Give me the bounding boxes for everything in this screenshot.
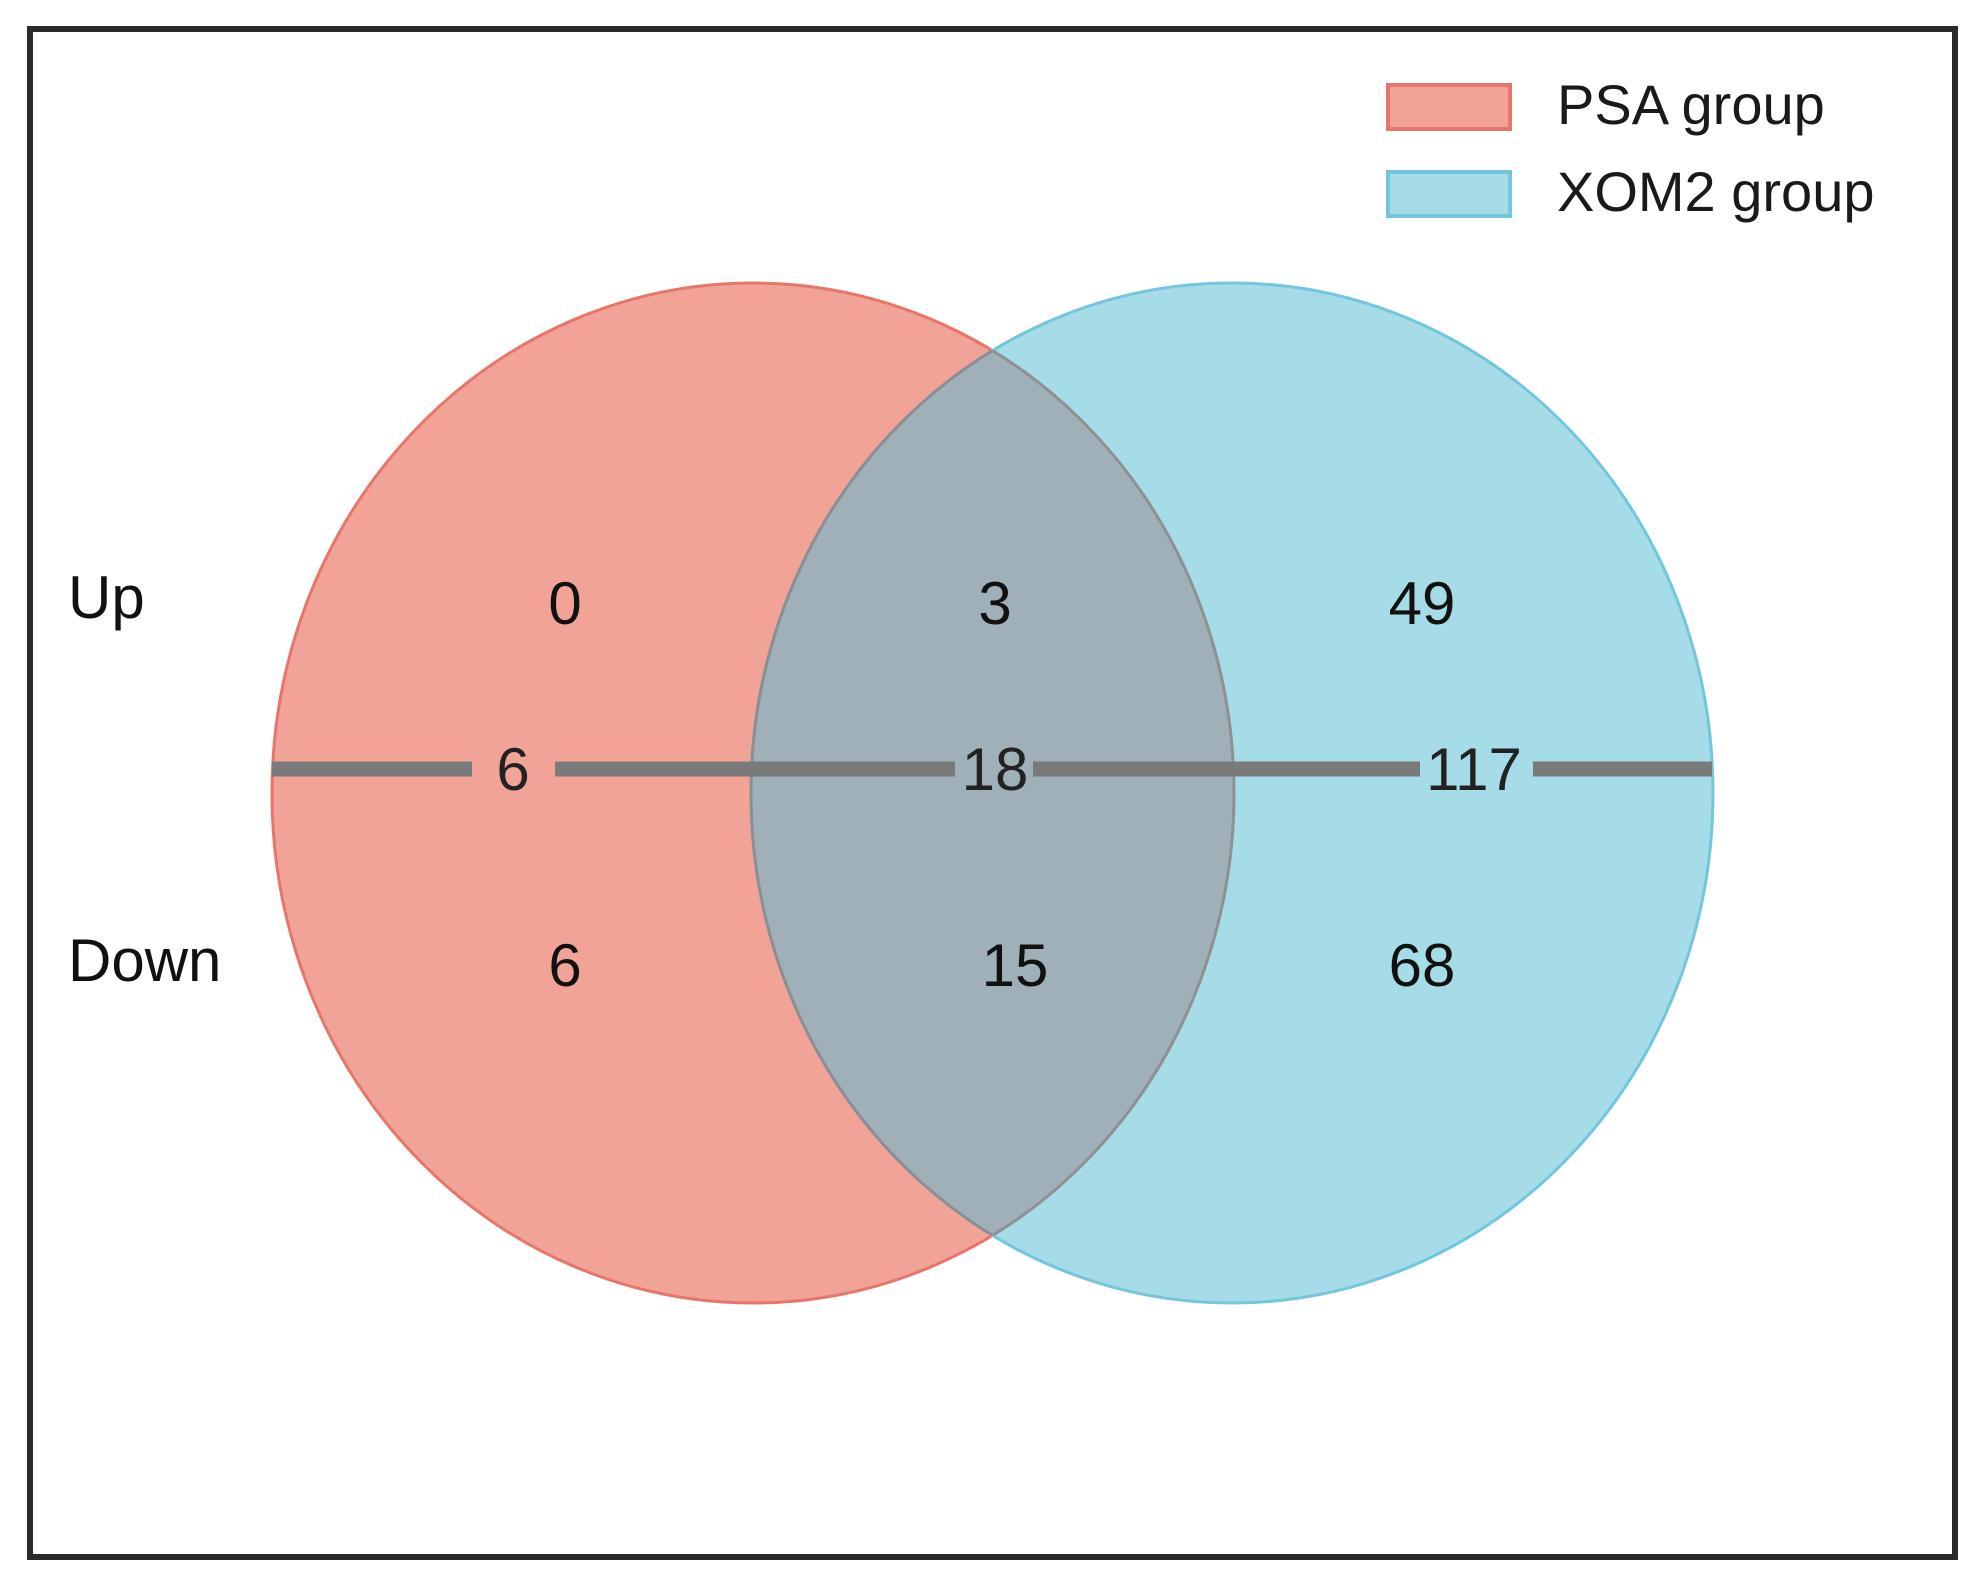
overlap-total-count: 18 — [962, 736, 1029, 803]
row-label-down: Down — [68, 927, 221, 994]
overlap-region — [751, 283, 1234, 1303]
psa-only-total-count: 6 — [496, 736, 529, 803]
legend-label-xom2: XOM2 group — [1557, 160, 1875, 223]
row-label-up: Up — [68, 564, 145, 631]
xom2-only-total-count: 117 — [1426, 736, 1522, 803]
legend-swatch-psa — [1386, 83, 1512, 131]
psa-only-up-count: 0 — [548, 570, 581, 637]
legend-label-psa: PSA group — [1557, 73, 1825, 136]
overlap-outline-left — [749, 283, 1234, 1303]
psa-only-down-count: 6 — [548, 932, 581, 999]
overlap-down-count: 15 — [982, 932, 1049, 999]
xom2-only-down-count: 68 — [1389, 932, 1456, 999]
legend: PSA group XOM2 group — [1386, 73, 1875, 223]
legend-swatch-xom2 — [1386, 170, 1512, 218]
overlap-up-count: 3 — [978, 570, 1011, 637]
overlap-outline-right — [751, 283, 1236, 1303]
xom2-only-up-count: 49 — [1389, 570, 1456, 637]
